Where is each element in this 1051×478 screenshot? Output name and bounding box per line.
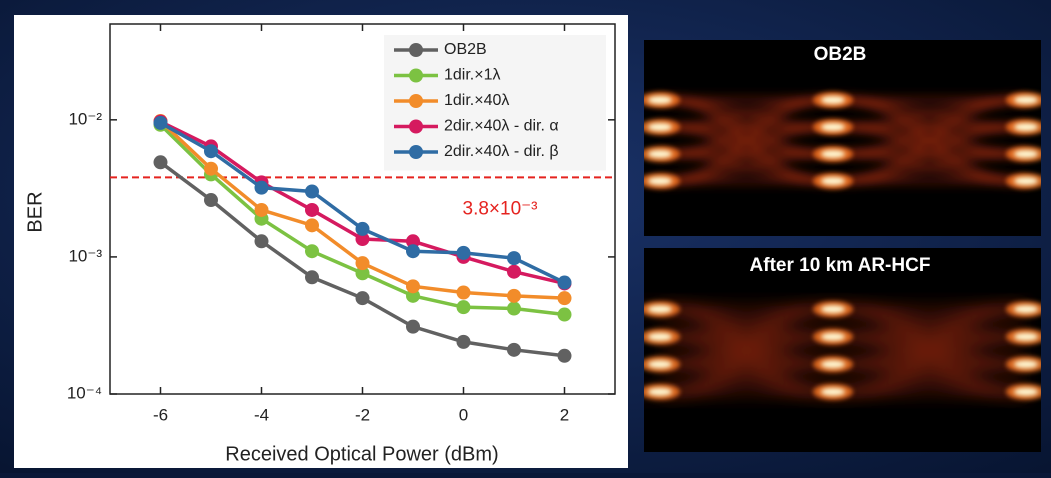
data-point xyxy=(356,291,370,305)
data-point xyxy=(406,320,420,334)
data-point xyxy=(305,218,319,232)
legend-label: 2dir.×40λ - dir. β xyxy=(444,143,559,160)
data-point xyxy=(558,349,572,363)
data-point xyxy=(204,162,218,176)
data-point xyxy=(356,222,370,236)
data-point xyxy=(507,265,521,279)
data-point xyxy=(255,203,269,217)
data-point xyxy=(406,244,420,258)
eye-level xyxy=(1014,305,1038,313)
data-point xyxy=(558,308,572,322)
data-point xyxy=(255,181,269,195)
x-tick-label: 2 xyxy=(560,405,569,424)
legend-swatch xyxy=(409,43,423,57)
eye-level xyxy=(648,333,672,341)
legend-label: 2dir.×40λ - dir. α xyxy=(444,118,559,135)
eye-level xyxy=(821,96,845,104)
data-point xyxy=(305,244,319,258)
legend-swatch xyxy=(409,69,423,83)
eye-level xyxy=(1014,388,1038,396)
eye-level xyxy=(648,305,672,313)
legend-label: 1dir.×1λ xyxy=(444,67,500,84)
data-point xyxy=(507,251,521,265)
data-point xyxy=(305,203,319,217)
eye-level xyxy=(821,360,845,368)
x-tick-label: 0 xyxy=(459,405,468,424)
legend-swatch xyxy=(409,94,423,108)
x-axis-label: Received Optical Power (dBm) xyxy=(225,443,498,465)
data-point xyxy=(457,335,471,349)
eye-level xyxy=(1014,150,1038,158)
eye-title: OB2B xyxy=(814,44,867,65)
figure: OB2B After 10 km AR-HCF BER Received Opt… xyxy=(0,0,1051,473)
threshold-label: 3.8×10⁻³ xyxy=(463,198,538,219)
eye-level xyxy=(821,123,845,131)
eye-panel xyxy=(644,40,1041,236)
eye-level xyxy=(648,150,672,158)
data-point xyxy=(507,343,521,357)
eye-level xyxy=(1014,333,1038,341)
data-point xyxy=(154,155,168,169)
eye-level xyxy=(821,333,845,341)
data-point xyxy=(457,286,471,300)
data-point xyxy=(457,246,471,260)
data-point xyxy=(204,144,218,158)
data-point xyxy=(305,185,319,199)
y-axis-label: BER xyxy=(24,191,46,232)
eye-level xyxy=(648,177,672,185)
eye-level xyxy=(648,123,672,131)
eye-level xyxy=(821,177,845,185)
eye-level xyxy=(821,150,845,158)
y-tick-label: 10⁻³ xyxy=(68,246,102,265)
eye-level xyxy=(648,96,672,104)
eye-level xyxy=(1014,96,1038,104)
data-point xyxy=(507,289,521,303)
data-point xyxy=(154,116,168,130)
eye-title: After 10 km AR-HCF xyxy=(750,255,931,276)
x-tick-label: -4 xyxy=(254,405,269,424)
data-point xyxy=(204,193,218,207)
legend-label: OB2B xyxy=(444,41,487,58)
eye-level xyxy=(821,388,845,396)
data-point xyxy=(406,279,420,293)
eye-level xyxy=(1014,177,1038,185)
legend-swatch xyxy=(409,145,423,159)
page: OB2B After 10 km AR-HCF BER Received Opt… xyxy=(0,0,1051,473)
data-point xyxy=(356,256,370,270)
data-point xyxy=(457,300,471,314)
data-point xyxy=(507,302,521,316)
eye-level xyxy=(648,360,672,368)
eye-level xyxy=(648,388,672,396)
data-point xyxy=(305,270,319,284)
x-tick-label: -6 xyxy=(153,405,168,424)
y-tick-label: 10⁻² xyxy=(68,109,102,128)
data-point xyxy=(558,291,572,305)
eye-level xyxy=(821,305,845,313)
legend-swatch xyxy=(409,120,423,134)
legend-label: 1dir.×40λ xyxy=(444,92,509,109)
y-tick-label: 10⁻⁴ xyxy=(67,383,102,402)
eye-panel xyxy=(644,248,1041,452)
x-tick-label: -2 xyxy=(355,405,370,424)
eye-level xyxy=(1014,360,1038,368)
data-point xyxy=(255,234,269,248)
data-point xyxy=(558,276,572,290)
eye-level xyxy=(1014,123,1038,131)
